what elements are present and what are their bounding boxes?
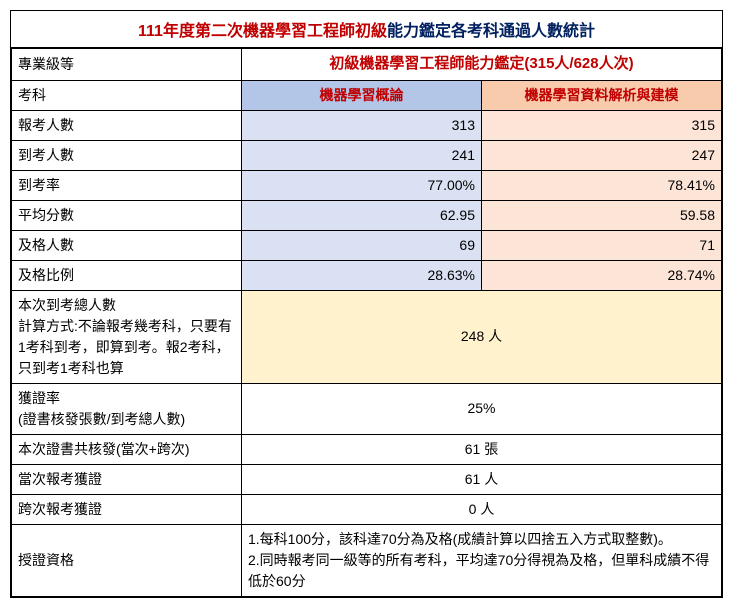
row-label: 到考人數 xyxy=(12,140,242,170)
title-part1: 111年度第二次機器學習工程師初級 xyxy=(138,23,387,40)
report-container: 111年度第二次機器學習工程師初級能力鑑定各考科通過人數統計 專業級等 初級機器… xyxy=(10,10,723,598)
cert-issued-value: 61 張 xyxy=(242,434,722,464)
cell-b: 59.58 xyxy=(482,200,722,230)
cert-current-value: 61 人 xyxy=(242,464,722,494)
stats-table: 專業級等 初級機器學習工程師能力鑑定(315人/628人次) 考科 機器學習概論… xyxy=(11,48,722,597)
cert-cross-value: 0 人 xyxy=(242,494,722,524)
cert-current-label: 當次報考獲證 xyxy=(12,464,242,494)
row-qualification: 授證資格 1.每科100分，該科達70分為及格(成績計算以四捨五入方式取整數)。… xyxy=(12,524,722,596)
attendance-value: 248 人 xyxy=(242,290,722,383)
qualification-value: 1.每科100分，該科達70分為及格(成績計算以四捨五入方式取整數)。 2.同時… xyxy=(242,524,722,596)
level-label: 專業級等 xyxy=(12,49,242,81)
qualification-label: 授證資格 xyxy=(12,524,242,596)
row-cert-cross: 跨次報考獲證 0 人 xyxy=(12,494,722,524)
row-subjects: 考科 機器學習概論 機器學習資料解析與建模 xyxy=(12,80,722,110)
table-row: 及格比例 28.63% 28.74% xyxy=(12,260,722,290)
row-cert-issued: 本次證書共核發(當次+跨次) 61 張 xyxy=(12,434,722,464)
attendance-label: 本次到考總人數 計算方式:不論報考幾考科，只要有1考科到考，即算到考。報2考科，… xyxy=(12,290,242,383)
level-value: 初級機器學習工程師能力鑑定(315人/628人次) xyxy=(242,49,722,81)
row-label: 及格比例 xyxy=(12,260,242,290)
cell-a: 69 xyxy=(242,230,482,260)
cell-a: 62.95 xyxy=(242,200,482,230)
cell-a: 77.00% xyxy=(242,170,482,200)
table-row: 報考人數 313 315 xyxy=(12,110,722,140)
row-cert-current: 當次報考獲證 61 人 xyxy=(12,464,722,494)
table-row: 到考人數 241 247 xyxy=(12,140,722,170)
cell-a: 241 xyxy=(242,140,482,170)
table-row: 及格人數 69 71 xyxy=(12,230,722,260)
row-cert-rate: 獲證率 (證書核發張數/到考總人數) 25% xyxy=(12,383,722,434)
cert-rate-value: 25% xyxy=(242,383,722,434)
cell-b: 315 xyxy=(482,110,722,140)
cell-a: 28.63% xyxy=(242,260,482,290)
row-label: 到考率 xyxy=(12,170,242,200)
table-row: 平均分數 62.95 59.58 xyxy=(12,200,722,230)
row-level: 專業級等 初級機器學習工程師能力鑑定(315人/628人次) xyxy=(12,49,722,81)
cell-b: 28.74% xyxy=(482,260,722,290)
cert-rate-label: 獲證率 (證書核發張數/到考總人數) xyxy=(12,383,242,434)
subject-a: 機器學習概論 xyxy=(242,80,482,110)
cell-b: 247 xyxy=(482,140,722,170)
report-title: 111年度第二次機器學習工程師初級能力鑑定各考科通過人數統計 xyxy=(11,11,722,48)
cell-a: 313 xyxy=(242,110,482,140)
table-row: 到考率 77.00% 78.41% xyxy=(12,170,722,200)
cell-b: 71 xyxy=(482,230,722,260)
cell-b: 78.41% xyxy=(482,170,722,200)
cert-issued-label: 本次證書共核發(當次+跨次) xyxy=(12,434,242,464)
title-part2: 能力鑑定各考科通過人數統計 xyxy=(387,23,595,40)
row-label: 平均分數 xyxy=(12,200,242,230)
row-label: 及格人數 xyxy=(12,230,242,260)
row-attendance-total: 本次到考總人數 計算方式:不論報考幾考科，只要有1考科到考，即算到考。報2考科，… xyxy=(12,290,722,383)
subject-label: 考科 xyxy=(12,80,242,110)
row-label: 報考人數 xyxy=(12,110,242,140)
subject-b: 機器學習資料解析與建模 xyxy=(482,80,722,110)
cert-cross-label: 跨次報考獲證 xyxy=(12,494,242,524)
